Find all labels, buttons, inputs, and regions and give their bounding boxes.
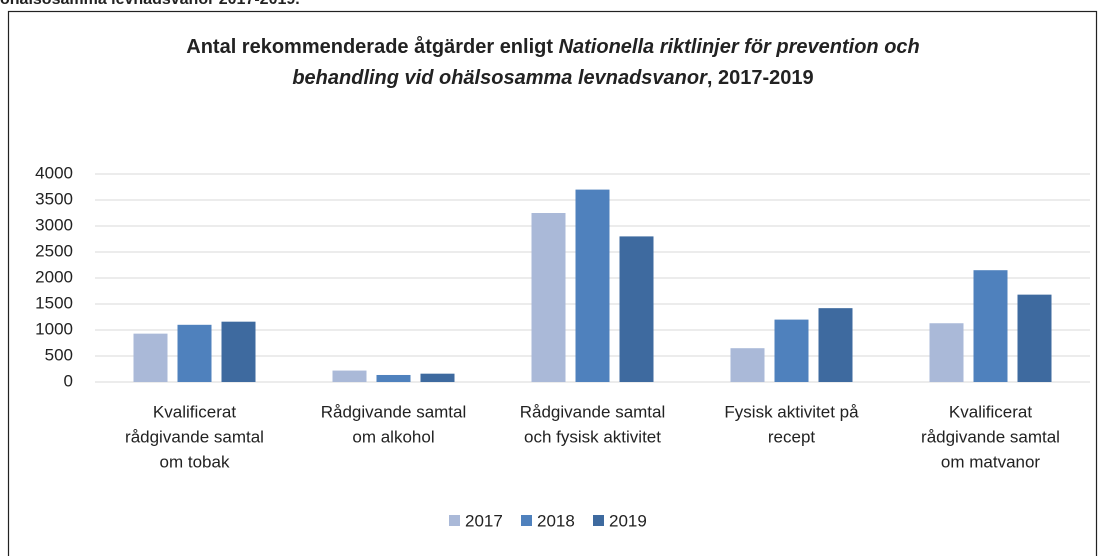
bar [730,348,765,382]
x-tick-label: Kvalificerat [153,402,236,421]
title-part: Antal rekommenderade åtgärder enligt [186,35,558,58]
bar [420,373,455,382]
x-tick-label: Rådgivande samtal [520,402,666,421]
y-tick-label: 0 [64,371,73,390]
bar [332,370,367,382]
x-tick-label: rådgivande samtal [921,427,1060,446]
bar [929,323,964,382]
legend-label: 2018 [537,511,575,530]
bar [531,213,566,382]
bar [575,189,610,382]
bar [774,319,809,382]
bar [221,321,256,382]
chart-title: Antal rekommenderade åtgärder enligt Nat… [186,35,920,58]
x-tick-label: rådgivande samtal [125,427,264,446]
legend-swatch [593,515,604,526]
legend-label: 2019 [609,511,647,530]
title-part: Nationella riktlinjer för prevention och [559,36,920,58]
title-part: , 2017-2019 [707,67,814,89]
bar [133,333,168,382]
x-tick-label: om matvanor [941,452,1041,471]
legend-label: 2017 [465,511,503,530]
x-tick-label: om tobak [160,452,230,471]
y-tick-label: 2000 [35,267,73,286]
bar [973,270,1008,382]
y-tick-label: 1500 [35,293,73,312]
legend-swatch [521,515,532,526]
y-tick-label: 3000 [35,215,73,234]
y-tick-label: 1000 [35,319,73,338]
bar [177,324,212,382]
x-tick-label: och fysisk aktivitet [524,427,661,446]
y-tick-label: 500 [45,345,73,364]
bar [619,236,654,382]
x-tick-label: Rådgivande samtal [321,402,467,421]
x-tick-label: om alkohol [352,427,434,446]
x-tick-label: Kvalificerat [949,402,1032,421]
y-tick-label: 4000 [35,163,73,182]
caption: ohälsosamma levnadsvanor 2017-2019. [0,0,300,8]
bar [1017,294,1052,382]
y-tick-label: 2500 [35,241,73,260]
x-tick-label: recept [768,427,816,446]
chart-title: behandling vid ohälsosamma levnadsvanor,… [292,67,813,89]
y-tick-label: 3500 [35,189,73,208]
bar [818,308,853,382]
title-part: behandling vid ohälsosamma levnadsvanor [292,67,708,89]
legend-swatch [449,515,460,526]
bar [376,374,411,382]
x-tick-label: Fysisk aktivitet på [724,402,859,421]
